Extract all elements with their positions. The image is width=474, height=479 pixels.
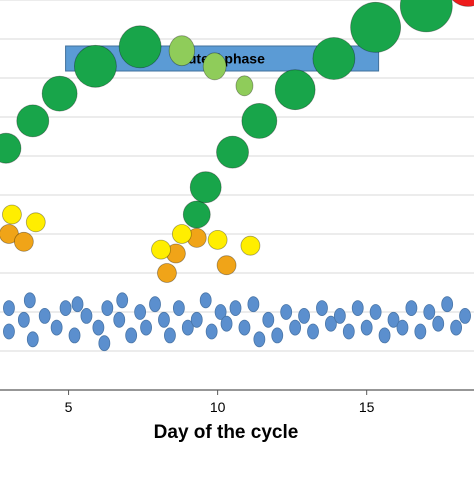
antral-follicle-marker [247,296,260,313]
dominant-follicle-marker [118,25,162,69]
dominant-follicle-marker [182,200,211,229]
recruited-follicle-marker [207,229,228,250]
dominant-follicle-marker [41,75,78,112]
selected-follicles-series [0,224,237,283]
antral-follicle-marker [199,292,212,309]
antral-follicle-marker [23,292,36,309]
antral-follicle-marker [298,307,310,324]
antral-follicle-marker [205,323,218,340]
x-tick-label: 10 [210,399,226,415]
antral-follicle-marker [164,327,176,344]
antral-follicle-marker [360,319,373,336]
follicle-markers [0,0,474,352]
antral-follicle-marker [17,311,30,328]
antral-follicle-marker [351,300,364,317]
antral-follicle-marker [307,323,319,340]
antral-follicle-marker [414,323,427,340]
recruited-follicles-series [2,204,261,260]
antral-follicle-marker [71,296,84,313]
regressing-follicle-marker [202,52,227,81]
dominant-follicle-marker [73,44,117,88]
antral-follicle-marker [423,304,436,320]
antral-follicle-marker [59,300,72,317]
dominant-follicle-marker [0,132,22,164]
regressing-follicle-marker [168,35,195,67]
antral-follicle-marker [140,319,152,336]
antral-follicle-marker [116,292,129,309]
dominant-follicle-marker [312,37,356,80]
antral-follicle-marker [289,319,302,336]
antral-follicle-marker [369,304,382,320]
antral-follicles-series [3,292,471,352]
antral-follicle-marker [158,311,170,328]
antral-follicle-marker [387,311,400,328]
selected-follicle-marker [157,263,177,283]
antral-follicle-marker [190,311,203,328]
dominant-follicle-marker [189,171,222,204]
antral-follicle-marker [149,296,161,313]
antral-follicle-marker [68,327,81,344]
dominant-follicle-marker [241,103,278,139]
x-tick-label: 15 [359,399,375,415]
x-axis-ticks: 5 10 15 [65,390,375,415]
antral-follicle-marker [253,331,266,348]
recruited-follicle-marker [25,212,46,233]
antral-follicle-marker [80,307,93,324]
antral-follicle-marker [113,311,126,328]
antral-follicle-marker [342,323,355,340]
ovulatory-follicle-marker [451,0,474,7]
antral-follicle-marker [396,319,409,336]
antral-follicle-marker [172,300,185,317]
dominant-follicle-marker [274,69,316,111]
antral-follicle-marker [405,300,418,317]
x-tick-label: 5 [65,399,73,415]
antral-follicle-marker [262,311,275,328]
antral-follicle-marker [229,300,242,317]
antral-follicle-marker [92,319,105,336]
antral-follicle-marker [3,300,15,317]
dominant-follicle-marker [399,0,453,33]
dominant-follicle-series [0,0,453,229]
antral-follicle-marker [98,335,111,352]
antral-follicle-marker [26,331,39,348]
antral-follicle-marker [214,304,227,320]
ovulatory-follicle-series [451,0,474,7]
regressing-follicle-marker [235,75,254,97]
selected-follicle-marker [13,231,34,252]
dominant-follicle-marker [350,1,402,53]
antral-follicle-marker [316,300,328,317]
antral-follicle-marker [271,327,284,344]
recruited-follicle-marker [171,224,192,244]
regressing-follicle-series [168,35,254,97]
antral-follicle-marker [134,304,147,320]
antral-follicle-marker [181,319,194,336]
selected-follicle-marker [216,255,237,276]
antral-follicle-marker [333,307,346,324]
recruited-follicle-marker [240,235,261,256]
antral-follicle-marker [378,327,391,344]
dominant-follicle-marker [16,104,50,138]
antral-follicle-marker [125,327,138,344]
antral-follicle-marker [101,300,114,317]
antral-follicle-marker [450,319,463,336]
antral-follicle-marker [220,315,233,332]
antral-follicle-marker [280,304,293,320]
recruited-follicle-marker [2,204,22,225]
dominant-follicle-marker [216,135,249,169]
x-axis-title: Day of the cycle [154,422,299,443]
antral-follicle-marker [50,319,63,336]
antral-follicle-marker [3,323,15,340]
antral-follicle-marker [238,319,251,336]
antral-follicle-marker [38,307,51,324]
antral-follicle-marker [325,315,337,332]
antral-follicle-marker [432,315,445,332]
antral-follicle-marker [441,296,454,313]
antral-follicle-marker [459,307,471,324]
recruited-follicle-marker [151,239,171,260]
